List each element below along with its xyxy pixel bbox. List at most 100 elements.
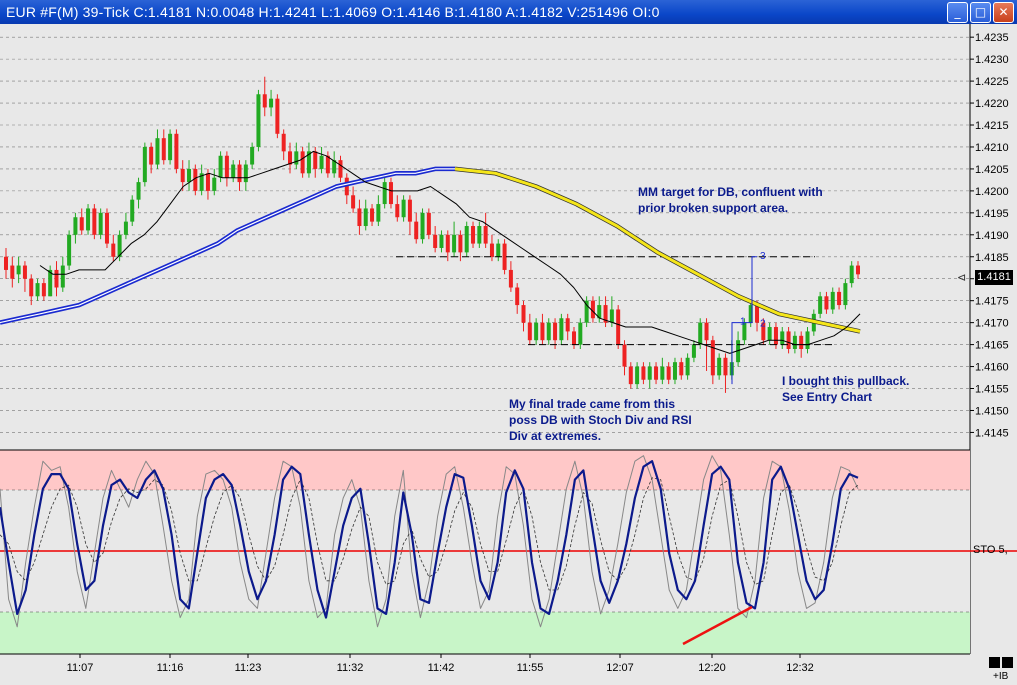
bar-body (521, 305, 526, 323)
bar-body (117, 234, 122, 257)
price-tick-label: 1.4185 (975, 252, 1009, 264)
leg-label-3: 3 (760, 251, 766, 262)
price-bar (439, 230, 444, 253)
bar-body (250, 146, 255, 165)
price-bar (534, 318, 539, 345)
price-bar (635, 362, 640, 389)
bar-body (199, 173, 204, 191)
price-tick-label: 1.4155 (975, 384, 1009, 396)
price-tick-label: 1.4210 (975, 142, 1009, 154)
bar-body (98, 212, 103, 235)
bar-body (357, 208, 362, 227)
bar-body (553, 322, 558, 341)
bar-body (16, 265, 21, 275)
bar-body (856, 265, 860, 275)
maximize-button[interactable]: □ (970, 2, 991, 23)
bar-body (641, 366, 646, 380)
scroll-left-icon[interactable] (989, 657, 1000, 668)
oversold-zone (0, 612, 970, 654)
bar-body (262, 94, 267, 108)
bar-body (180, 168, 185, 183)
bar-body (458, 234, 463, 253)
price-bar (338, 155, 343, 183)
bar-body (559, 318, 564, 341)
bar-body (382, 182, 387, 205)
price-tick-label: 1.4170 (975, 318, 1009, 330)
price-bar (41, 278, 46, 301)
bar-body (67, 234, 72, 266)
bar-body (332, 160, 337, 174)
price-bar (792, 331, 797, 354)
scroll-right-icon[interactable] (1002, 657, 1013, 668)
price-bar (818, 291, 823, 319)
bar-body (60, 265, 65, 288)
bar-body (388, 182, 393, 205)
bar-body (256, 94, 261, 147)
bar-body (452, 234, 457, 253)
bar-body (824, 296, 829, 310)
bar-body (477, 226, 482, 244)
bar-body (483, 226, 488, 244)
time-tick-label: 11:16 (157, 662, 184, 674)
bar-body (426, 212, 431, 235)
bar-body (616, 309, 621, 345)
bar-body (742, 322, 747, 341)
bar-body (79, 217, 84, 231)
price-bar (527, 313, 532, 345)
price-bar (407, 195, 412, 235)
bar-body (344, 177, 349, 196)
bar-body (123, 221, 128, 235)
window-titlebar: EUR #F(M) 39-Tick C:1.4181 N:0.0048 H:1.… (0, 0, 1017, 24)
price-bar (452, 221, 457, 257)
bar-body (439, 234, 444, 248)
price-tick-label: 1.4150 (975, 405, 1009, 417)
price-bar (288, 142, 292, 174)
price-bar (414, 212, 419, 244)
annotation-line: I bought this pullback. (782, 374, 910, 388)
bar-body (736, 340, 741, 363)
close-button[interactable]: ✕ (993, 2, 1014, 23)
minimize-button[interactable]: _ (947, 2, 968, 23)
price-bar (155, 129, 160, 169)
bar-body (363, 208, 368, 227)
time-axis-band (0, 654, 970, 685)
ema-slow-highlight (0, 168, 455, 324)
price-bar (388, 177, 393, 209)
price-tick-label: 1.4235 (975, 32, 1009, 44)
bar-body (755, 305, 760, 323)
price-chart[interactable]: 1.4145 1.4150 1.4155 1.4160 1.4165 1.4170 1.41… (0, 24, 1017, 685)
price-bar (54, 261, 59, 297)
price-bar (483, 212, 488, 248)
price-bar (4, 247, 8, 279)
bar-body (193, 168, 198, 191)
price-bar (654, 362, 659, 385)
price-bar (565, 313, 570, 341)
price-bar (590, 296, 595, 323)
bar-body (414, 221, 419, 240)
price-bar (502, 239, 507, 275)
bar-body (54, 269, 59, 288)
bar-body (597, 305, 602, 319)
bar-body (515, 287, 520, 306)
time-tick-label: 12:20 (698, 662, 726, 674)
time-tick-label: 11:07 (67, 662, 94, 674)
bar-body (837, 291, 842, 306)
time-tick-label: 11:55 (517, 662, 544, 674)
annotation-line: Div at extremes. (509, 429, 602, 443)
bar-body (792, 335, 797, 349)
bar-body (22, 265, 27, 279)
stochastic-fast-line (0, 455, 859, 628)
price-bar (142, 142, 147, 187)
price-bar (22, 261, 27, 292)
price-bar (262, 76, 267, 117)
bar-body (86, 208, 91, 231)
bar-body (773, 327, 778, 345)
price-bar (275, 94, 280, 139)
stochastic-k-line (0, 460, 859, 619)
bar-body (420, 212, 425, 240)
bar-body (666, 366, 671, 380)
price-bar (199, 164, 204, 196)
price-bar (300, 146, 305, 178)
price-bar (281, 129, 286, 161)
price-bar (622, 340, 627, 376)
